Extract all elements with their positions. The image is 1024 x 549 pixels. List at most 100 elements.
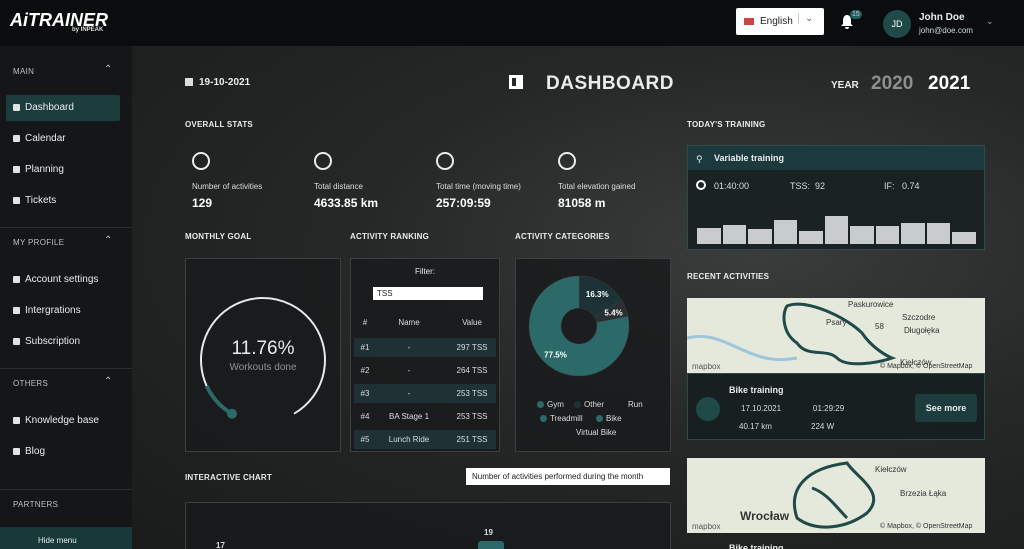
interval-bar bbox=[773, 220, 798, 244]
route-line bbox=[782, 302, 897, 366]
flag bbox=[744, 18, 754, 25]
row-bg bbox=[354, 338, 496, 357]
column-header: # bbox=[362, 318, 368, 327]
menu-item[interactable]: Subscription bbox=[25, 336, 81, 347]
if-label: IF: bbox=[884, 181, 895, 191]
map-label: Szczodre bbox=[902, 313, 936, 322]
activity-icon bbox=[696, 397, 720, 421]
cell: Lunch Ride bbox=[388, 435, 430, 444]
cell: 253 TSS bbox=[456, 389, 488, 398]
notification-count: 15 bbox=[850, 10, 862, 19]
legend-label: Treadmill bbox=[550, 414, 583, 423]
logo[interactable]: AiTRAINER bbox=[10, 10, 108, 30]
chart-panel bbox=[185, 502, 671, 549]
cell: 264 TSS bbox=[456, 366, 488, 375]
route-line bbox=[792, 461, 876, 529]
goal-gauge bbox=[200, 297, 326, 419]
bar-label: 17 bbox=[216, 541, 225, 549]
row-bg bbox=[354, 384, 496, 403]
chart-tooltip: Number of activities performed during th… bbox=[466, 468, 670, 485]
legend-label: Other bbox=[584, 400, 605, 409]
legend-label: Gym bbox=[547, 400, 564, 409]
menu-item[interactable]: Intergrations bbox=[25, 305, 81, 316]
user-menu-arrow[interactable]: ⌄ bbox=[986, 16, 994, 26]
map-label: Kiełczów bbox=[875, 465, 907, 474]
stat-icon bbox=[436, 152, 454, 170]
route bbox=[687, 302, 897, 366]
tss-label: TSS: bbox=[790, 181, 811, 191]
divider bbox=[0, 368, 132, 369]
section-title: ACTIVITY CATEGORIES bbox=[515, 232, 610, 241]
interval-bar bbox=[926, 223, 951, 244]
section-title: INTERACTIVE CHART bbox=[185, 473, 272, 482]
legend-label: Run bbox=[628, 400, 643, 409]
divider bbox=[0, 489, 132, 490]
if-value: 0.74 bbox=[902, 181, 920, 191]
map-label: Paskurowice bbox=[848, 300, 894, 309]
route bbox=[792, 461, 876, 529]
cell: BA Stage 1 bbox=[388, 412, 430, 421]
activity-name: Bike training bbox=[729, 385, 784, 395]
cell: 297 TSS bbox=[456, 343, 488, 352]
gauge-progress bbox=[204, 385, 234, 416]
sidebar-section-title: MY PROFILE bbox=[13, 238, 65, 247]
river bbox=[687, 334, 798, 362]
user-name: John Doe bbox=[919, 12, 965, 23]
avatar[interactable]: JD bbox=[883, 10, 911, 38]
tss-value: 92 bbox=[815, 181, 826, 191]
interval-bar bbox=[824, 215, 849, 244]
menu-item[interactable]: Calendar bbox=[25, 133, 66, 144]
activity-power: 224 W bbox=[811, 422, 835, 431]
collapse-toggle[interactable]: ⌃ bbox=[104, 235, 113, 246]
year-option[interactable]: 2021 bbox=[928, 73, 971, 94]
activity-date: 17.10.2021 bbox=[741, 404, 782, 413]
menu-icon bbox=[13, 135, 20, 142]
map-label: 58 bbox=[875, 322, 884, 331]
menu-icon bbox=[13, 417, 20, 424]
cell: 253 TSS bbox=[456, 412, 488, 421]
sidebar-section-title: PARTNERS bbox=[13, 500, 59, 509]
legend-dot bbox=[596, 415, 603, 422]
legend-dot bbox=[537, 401, 544, 408]
collapse-toggle[interactable]: ⌃ bbox=[104, 376, 113, 387]
training-name: Variable training bbox=[714, 153, 785, 163]
hide-menu[interactable]: Hide menu bbox=[38, 536, 77, 545]
section-title: ACTIVITY RANKING bbox=[350, 232, 430, 241]
language: English bbox=[760, 16, 793, 27]
map-label: Psary bbox=[826, 318, 847, 327]
interval-bar bbox=[748, 229, 772, 244]
bell-icon[interactable] bbox=[840, 14, 854, 30]
section-title: MONTHLY GOAL bbox=[185, 232, 252, 241]
goal-caption: Workouts done bbox=[229, 362, 297, 373]
interval-bar bbox=[697, 227, 721, 244]
menu-item[interactable]: Tickets bbox=[25, 195, 57, 206]
section-title: OVERALL STATS bbox=[185, 120, 253, 129]
year-label: YEAR bbox=[831, 80, 859, 91]
collapse-toggle[interactable]: ⌃ bbox=[104, 64, 113, 75]
filter-input[interactable]: TSS bbox=[373, 287, 483, 300]
donut-segment bbox=[528, 275, 630, 377]
map-label: Długołęka bbox=[904, 326, 940, 335]
filter-label: Filter: bbox=[415, 267, 435, 276]
menu-item[interactable]: Planning bbox=[25, 164, 64, 175]
menu-item[interactable]: Knowledge base bbox=[25, 415, 99, 426]
cell: #2 bbox=[360, 366, 370, 375]
calendar-icon bbox=[185, 78, 193, 86]
see-more-button[interactable]: See more bbox=[915, 394, 977, 422]
activity-distance: 40.17 km bbox=[739, 422, 772, 431]
cell: - bbox=[407, 366, 411, 375]
logo-sub: by INPEAK bbox=[72, 27, 104, 33]
menu-icon bbox=[13, 307, 20, 314]
map-label: Kiełczów bbox=[900, 358, 932, 367]
stat-value: 257:09:59 bbox=[436, 196, 491, 210]
stat-label: Total time (moving time) bbox=[436, 182, 521, 191]
menu-item[interactable]: Dashboard bbox=[25, 102, 74, 113]
bar-label: 19 bbox=[484, 528, 493, 537]
menu-item[interactable]: Blog bbox=[25, 446, 46, 457]
interval-bar bbox=[799, 230, 823, 244]
year-option[interactable]: 2020 bbox=[871, 73, 914, 94]
interval-bar bbox=[901, 223, 925, 244]
hide-menu-bar[interactable] bbox=[0, 527, 132, 549]
stat-value: 81058 m bbox=[558, 196, 606, 210]
menu-item[interactable]: Account settings bbox=[25, 274, 99, 285]
